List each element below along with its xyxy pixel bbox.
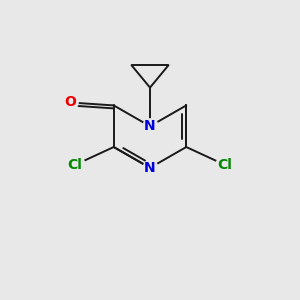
Text: O: O [64,95,76,110]
Text: N: N [144,119,156,133]
Text: Cl: Cl [218,158,232,172]
Text: N: N [144,161,156,175]
Text: Cl: Cl [68,158,82,172]
